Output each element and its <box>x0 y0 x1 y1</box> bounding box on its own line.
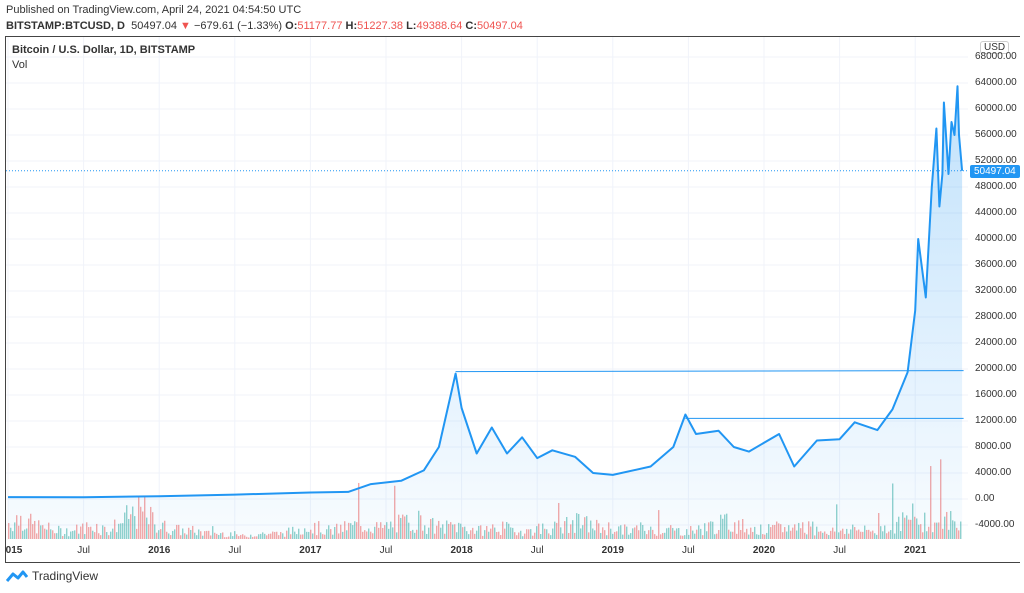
y-tick-label: 64000.00 <box>975 77 1017 88</box>
x-tick-label: 2018 <box>450 545 473 556</box>
y-tick-label: 36000.00 <box>975 259 1017 270</box>
x-tick-label: Jul <box>228 545 242 556</box>
y-tick-label: 16000.00 <box>975 389 1017 400</box>
published-note: Published on TradingView.com, April 24, … <box>6 4 302 16</box>
high-value: 51227.38 <box>357 20 404 32</box>
x-tick-label: 2020 <box>752 545 776 556</box>
x-tick-label: 2017 <box>299 545 322 556</box>
chart-title: Bitcoin / U.S. Dollar, 1D, BITSTAMP <box>12 44 196 56</box>
y-tick-label: 20000.00 <box>975 363 1017 374</box>
x-tick-label: Jul <box>530 545 544 556</box>
y-tick-label: 32000.00 <box>975 285 1017 296</box>
tradingview-cloud-icon <box>6 570 28 582</box>
y-tick-label: 12000.00 <box>975 415 1017 426</box>
high-label: H: <box>345 20 358 32</box>
y-tick-label: 56000.00 <box>975 129 1017 140</box>
change: −679.61 (−1.33%) <box>194 20 283 32</box>
symbol: BITSTAMP:BTCUSD, D <box>6 20 125 32</box>
x-tick-label: 2019 <box>601 545 624 556</box>
open-value: 51177.77 <box>297 20 343 32</box>
x-tick-label: Jul <box>77 545 90 556</box>
last-price-label: 50497.04 <box>970 165 1020 178</box>
low-value: 49388.64 <box>416 20 463 32</box>
x-tick-label: Jul <box>681 545 695 556</box>
x-tick-label: 2016 <box>148 545 171 556</box>
chart-frame[interactable] <box>5 36 1020 563</box>
down-arrow-icon: ▼ <box>180 20 191 32</box>
y-tick-label: 44000.00 <box>975 207 1017 218</box>
currency-button[interactable]: USD <box>980 41 1010 54</box>
x-tick-label: Jul <box>833 545 846 556</box>
x-tick-label: 015 <box>5 545 23 556</box>
symbol-bar: BITSTAMP:BTCUSD, D 50497.04 ▼ −679.61 (−… <box>6 20 523 32</box>
y-tick-label: 24000.00 <box>975 337 1017 348</box>
y-tick-label: 52000.00 <box>975 155 1017 166</box>
y-tick-label: 4000.00 <box>975 467 1012 478</box>
y-tick-label: 40000.00 <box>975 233 1017 244</box>
horizontal-line <box>455 370 964 373</box>
y-tick-label: 68000.00 <box>975 51 1017 62</box>
close-label: C: <box>465 20 478 32</box>
y-tick-label: 28000.00 <box>975 311 1017 322</box>
price-line <box>7 85 964 499</box>
close-value: 50497.04 <box>477 20 523 32</box>
y-tick-label: 0.00 <box>975 493 995 504</box>
low-label: L: <box>406 20 417 32</box>
volume-legend: Vol <box>12 59 28 71</box>
open-label: O: <box>285 20 298 32</box>
price-area <box>8 86 963 540</box>
y-tick-label: 8000.00 <box>975 441 1012 452</box>
y-tick-label: 48000.00 <box>975 181 1017 192</box>
x-tick-label: Jul <box>379 545 393 556</box>
x-tick-label: 2021 <box>904 545 927 556</box>
tradingview-logo[interactable]: TradingView <box>6 569 98 583</box>
last-price: 50497.04 <box>131 20 177 32</box>
y-tick-label: -4000.00 <box>975 519 1015 530</box>
y-tick-label: 60000.00 <box>975 103 1017 114</box>
brand-name: TradingView <box>32 569 99 583</box>
